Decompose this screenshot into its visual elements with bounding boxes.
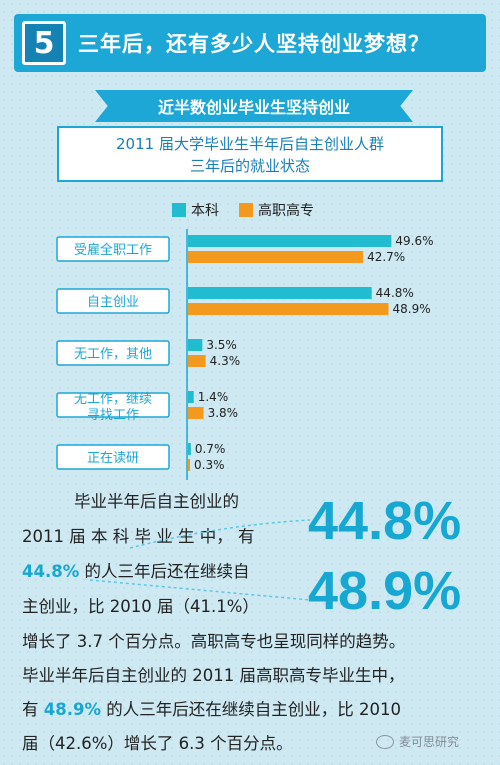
body-text-line7-start: 有: [22, 700, 44, 719]
section-number: 5: [22, 21, 66, 65]
bar: [188, 235, 392, 247]
highlight-percent-vocational: 48.9%: [43, 700, 101, 719]
watermark: 麦可思研究: [376, 733, 459, 750]
legend-label-bachelor: 本科: [191, 203, 219, 219]
body-text-line6: 毕业半年后自主创业的 2011 届高职高专毕业生中，: [22, 666, 405, 685]
body-text-line4: 主创业，比 2010 届（41.1%）: [22, 597, 259, 616]
data-label: 44.8%: [376, 286, 414, 300]
highlight-percent-bachelor: 44.8%: [22, 562, 80, 581]
body-text-line3-rest: 的人三年后还在继续自: [79, 562, 250, 581]
category-label-box: [56, 236, 170, 262]
big-percent-bachelor: 44.8%: [308, 491, 462, 551]
bar-chart: 受雇全职工作 49.6% 42.7% 自主创业 44.8% 48.9% 无工作，其他 3.5%…: [56, 229, 433, 480]
body-text-line8: 届（42.6%）增长了 6.3 个百分点。: [22, 734, 293, 753]
data-label: 0.7%: [195, 442, 226, 456]
legend-swatch-bachelor: [172, 203, 186, 217]
data-label: 3.8%: [208, 406, 239, 420]
category-label: 正在读研: [87, 451, 139, 466]
body-text-line5: 增长了 3.7 个百分点。高职高专也呈现同样的趋势。: [22, 632, 406, 651]
bar: [188, 287, 372, 299]
data-label: 49.6%: [395, 234, 433, 248]
bar: [188, 251, 364, 263]
body-text-line7-rest: 的人三年后还在继续自主创业，比 2010: [101, 700, 401, 719]
data-label: 1.4%: [198, 390, 229, 404]
chart-title-box: 2011 届大学毕业生半年后自主创业人群 三年后的就业状态: [57, 126, 443, 182]
data-label: 42.7%: [367, 250, 405, 264]
big-percent-vocational: 48.9%: [308, 561, 462, 621]
section-title: 三年后，还有多少人坚持创业梦想？: [78, 32, 430, 56]
bar: [188, 391, 194, 403]
data-label: 0.3%: [194, 458, 225, 472]
data-label: 48.9%: [392, 302, 430, 316]
section-header: 5 三年后，还有多少人坚持创业梦想？: [14, 14, 486, 72]
chart-title-line1: 2011 届大学毕业生半年后自主创业人群: [116, 135, 384, 153]
bar: [188, 303, 389, 315]
category-label: 受雇全职工作: [74, 242, 152, 258]
bar: [188, 355, 206, 367]
legend-swatch-vocational: [239, 203, 253, 217]
category-label-box: [56, 444, 170, 470]
bar: [188, 339, 203, 351]
category-label: 无工作，其他: [74, 347, 152, 362]
chart-legend: 本科 高职高专: [172, 200, 334, 220]
data-label: 4.3%: [210, 354, 241, 368]
category-label: 自主创业: [87, 295, 139, 310]
legend-label-vocational: 高职高专: [258, 203, 314, 219]
category-label-box: [56, 288, 170, 314]
bar: [188, 443, 191, 455]
body-text-line3: 44.8% 的人三年后还在继续自: [22, 558, 250, 582]
bar: [188, 459, 190, 471]
ribbon-banner: 近半数创业毕业生坚持创业: [95, 90, 413, 122]
category-label: 寻找工作: [87, 408, 139, 423]
body-text-line7: 有 48.9% 的人三年后还在继续自主创业，比 2010: [22, 696, 401, 720]
category-label-box: [56, 340, 170, 366]
body-text-line2: 2011 届 本 科 毕 业 生 中， 有: [22, 527, 255, 546]
bar: [188, 407, 204, 419]
legend-item-bachelor: 本科: [172, 200, 219, 220]
data-label: 3.5%: [206, 338, 237, 352]
chart-title-line2: 三年后的就业状态: [189, 157, 310, 175]
legend-item-vocational: 高职高专: [239, 200, 314, 220]
category-label: 无工作，继续: [74, 392, 152, 407]
watermark-text: 麦可思研究: [399, 735, 460, 749]
category-label-box: [56, 392, 170, 418]
wechat-icon: [376, 734, 394, 749]
body-text-line1: 毕业半年后自主创业的: [74, 492, 239, 511]
